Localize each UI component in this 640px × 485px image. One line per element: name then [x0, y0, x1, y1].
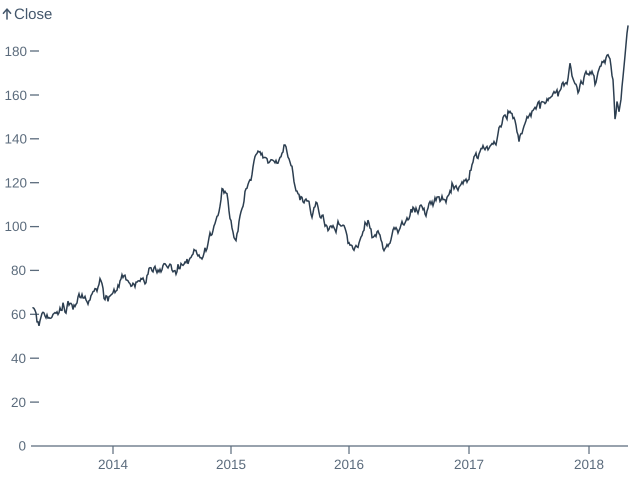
svg-text:2018: 2018: [574, 457, 604, 472]
svg-text:2015: 2015: [216, 457, 246, 472]
svg-text:120: 120: [4, 176, 27, 191]
svg-text:80: 80: [11, 263, 26, 278]
svg-text:0: 0: [18, 439, 26, 454]
svg-text:140: 140: [4, 132, 27, 147]
svg-text:60: 60: [11, 307, 26, 322]
svg-text:160: 160: [4, 88, 27, 103]
svg-text:2014: 2014: [98, 457, 129, 472]
svg-text:2016: 2016: [334, 457, 364, 472]
svg-text:2017: 2017: [454, 457, 484, 472]
svg-text:20: 20: [11, 395, 26, 410]
svg-text:40: 40: [11, 351, 26, 366]
svg-text:180: 180: [4, 44, 27, 59]
svg-text:100: 100: [4, 219, 27, 234]
